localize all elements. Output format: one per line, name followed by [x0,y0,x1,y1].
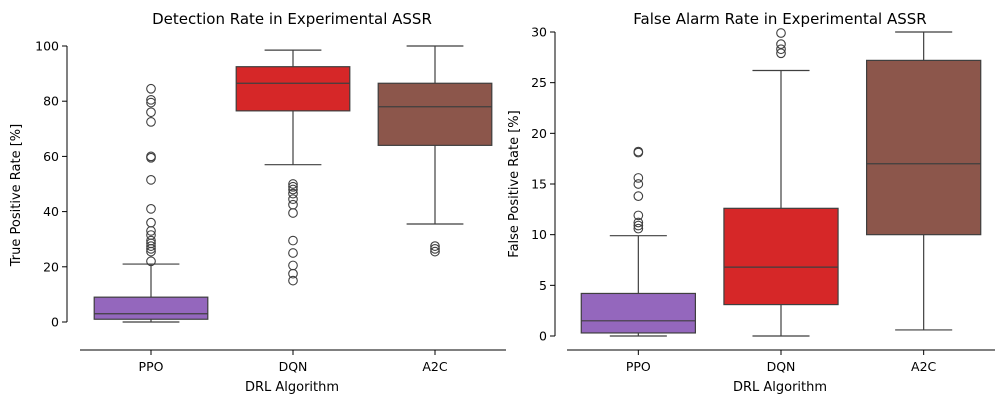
tpr-x-axis-label: DRL Algorithm [245,380,339,395]
fpr-box-a2c [865,31,982,331]
tpr-box-dqn-outlier [288,235,298,246]
tpr-box-dqn-outlier [288,275,298,286]
fpr-box-ppo-outlier [633,191,644,202]
tpr-box-dqn-outlier [288,184,298,195]
tpr-box-dqn [235,49,351,286]
fpr-x-tick-label: PPO [626,359,651,374]
tpr-y-tick-label: 20 [43,259,59,274]
tpr-x-tick-label: PPO [139,359,164,374]
fpr-boxes [580,28,982,337]
fpr-y-ticks: 0 5 10 15 20 25 30 [531,25,555,344]
tpr-box-dqn-outlier [288,208,298,218]
tpr-y-tick-label: 100 [35,39,59,54]
fpr-box-ppo-outlier [633,210,644,221]
fpr-box-dqn [723,28,839,337]
tpr-box-ppo-outlier [146,175,156,185]
fpr-y-tick-label: 15 [531,177,547,192]
tpr-box-ppo-outlier [146,217,156,228]
fpr-box-a2c-iqr [865,59,982,236]
fpr-y-tick-label: 20 [531,126,547,141]
fpr-box-ppo-outlier [633,217,644,228]
fpr-panel: False Alarm Rate in Experimental ASSR Fa… [507,10,995,395]
fpr-y-tick-label: 5 [539,278,547,293]
tpr-boxes [93,45,493,323]
tpr-box-dqn-outlier [288,181,298,192]
fpr-y-tick-label: 25 [531,75,547,90]
tpr-y-axis-label: True Positive Rate [%] [9,124,24,267]
tpr-box-ppo-outlier [146,235,156,246]
fpr-x-tick-label: DQN [767,359,796,374]
tpr-box-ppo-outlier [146,97,156,108]
tpr-box-ppo [93,83,209,323]
tpr-box-ppo-outlier [146,241,156,251]
tpr-x-tick-label: DQN [279,359,308,374]
fpr-box-ppo-outlier [633,223,644,234]
fpr-x-axis-label: DRL Algorithm [733,380,827,395]
fpr-box-dqn-outlier [776,39,786,50]
tpr-box-ppo-outlier [146,151,156,162]
tpr-box-a2c-outlier [430,241,440,251]
tpr-box-dqn-outlier [288,248,298,258]
tpr-y-ticks: 0 20 40 60 80 100 [35,39,67,330]
tpr-box-dqn-outlier [288,260,298,271]
fpr-box-ppo-outlier [633,179,644,189]
tpr-box-ppo-iqr [93,296,209,320]
fpr-box-ppo-outlier [633,173,644,183]
tpr-box-dqn-iqr [235,66,351,112]
tpr-box-dqn-outlier [288,194,298,205]
tpr-box-a2c-iqr [377,82,493,146]
fpr-chart-title: False Alarm Rate in Experimental ASSR [633,10,926,28]
tpr-x-ticks: PPO DQN A2C [139,350,448,374]
fpr-y-tick-label: 30 [531,25,547,40]
tpr-box-ppo-outlier [146,83,156,94]
fpr-y-axis-label: False Positive Rate [%] [507,110,522,257]
fpr-box-ppo-outlier [633,146,644,157]
fpr-x-ticks: PPO DQN A2C [626,350,937,374]
fpr-box-ppo-outlier [633,220,644,231]
tpr-box-ppo-outlier [146,94,156,105]
tpr-box-a2c-outlier [430,246,440,257]
fpr-box-dqn-iqr [723,207,839,306]
tpr-y-tick-label: 40 [43,204,59,219]
tpr-chart-title: Detection Rate in Experimental ASSR [152,10,432,28]
fpr-x-tick-label: A2C [911,359,937,374]
fpr-box-dqn-outlier [776,44,786,55]
tpr-box-ppo-outlier [146,117,156,127]
fpr-y-tick-label: 10 [531,227,547,242]
tpr-box-ppo-outlier [146,203,156,214]
tpr-box-ppo-outlier [146,107,156,118]
tpr-y-tick-label: 80 [43,94,59,109]
tpr-box-ppo-outlier [146,230,156,240]
tpr-box-ppo-outlier [146,256,156,267]
tpr-box-dqn-outlier [288,188,298,199]
tpr-box-dqn-outlier [288,199,298,210]
fpr-box-ppo-iqr [580,292,696,334]
fpr-y-tick-label: 0 [539,329,547,344]
tpr-box-a2c [377,45,493,257]
tpr-panel: Detection Rate in Experimental ASSR True… [9,10,506,395]
tpr-box-a2c-outlier [430,244,440,254]
tpr-y-tick-label: 0 [51,315,59,330]
fpr-box-dqn-outlier [776,28,786,38]
tpr-x-tick-label: A2C [422,359,448,374]
fpr-box-ppo [580,146,696,337]
tpr-y-tick-label: 60 [43,149,59,164]
tpr-box-dqn-outlier [288,179,298,189]
